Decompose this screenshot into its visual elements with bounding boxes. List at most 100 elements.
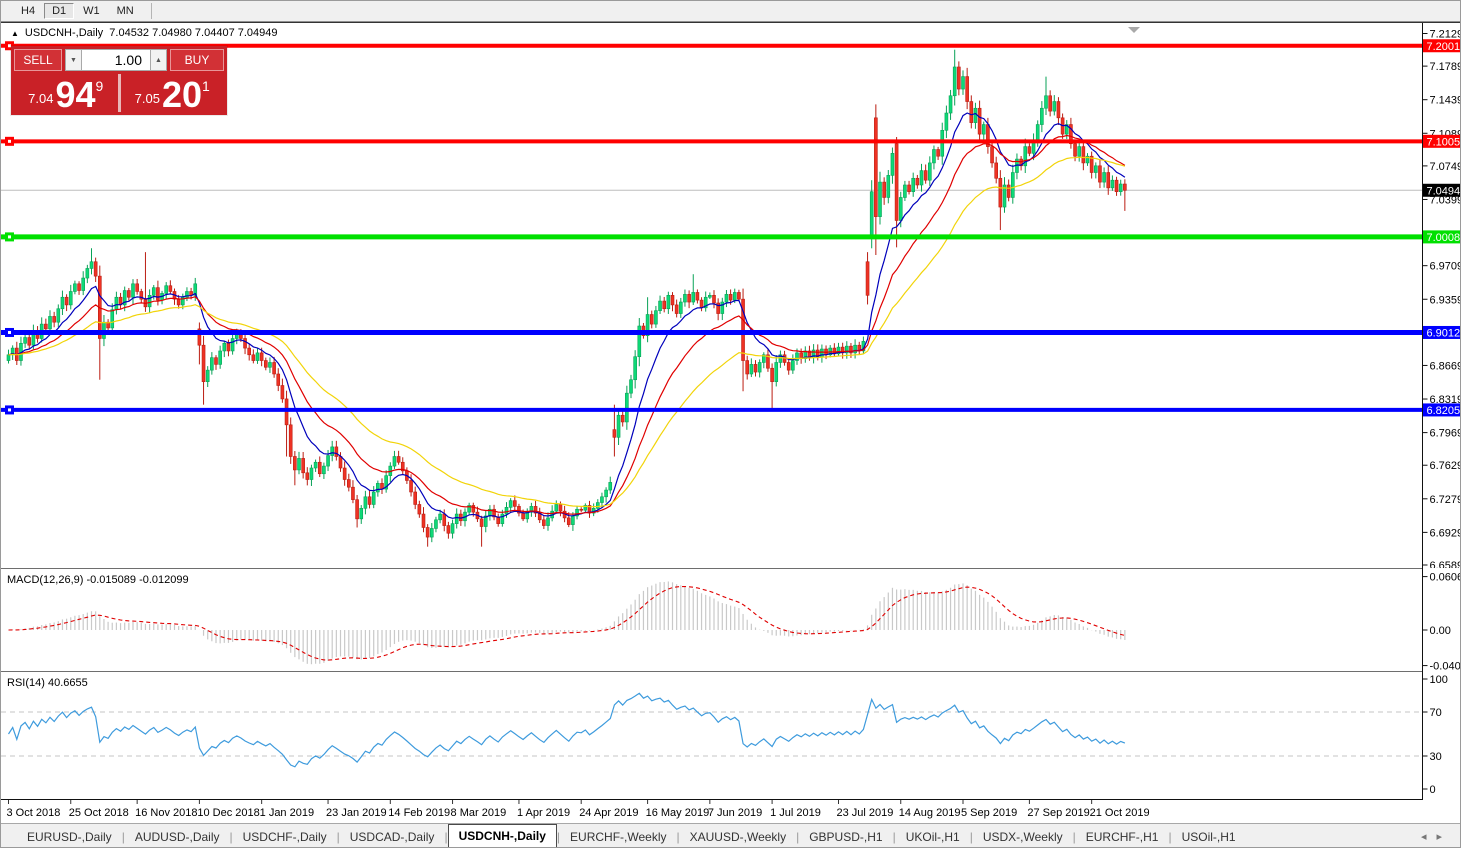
level-price-label: 7.00089 xyxy=(1427,232,1461,244)
chart-title-row: ▲ USDCNH-,Daily 7.04532 7.04980 7.04407 7… xyxy=(11,27,278,39)
price-axis-tick: 7.17890 xyxy=(1430,61,1461,73)
level-line-handle-dot xyxy=(8,139,11,143)
chart-symbol-title: USDCNH-,Daily xyxy=(24,27,104,39)
date-axis-label: 7 Jun 2019 xyxy=(708,807,762,819)
date-axis-label: 24 Apr 2019 xyxy=(579,807,638,819)
chart-tab-bar: EURUSD-,Daily | AUDUSD-,Daily | USDCHF-,Dail… xyxy=(1,823,1460,847)
chart-tab-eurchf-weekly[interactable]: EURCHF-,Weekly xyxy=(570,830,667,844)
rsi-indicator-pane[interactable]: RSI(14) 40.6655 100 70 30 0 xyxy=(1,671,1461,800)
scroll-to-end-icon[interactable] xyxy=(1128,27,1140,33)
tab-scroll-arrows: ◂▸ xyxy=(1421,830,1452,843)
chart-tab-usdchf-daily[interactable]: USDCHF-,Daily xyxy=(242,830,327,844)
buy-button[interactable]: BUY xyxy=(170,49,224,71)
chart-tab-usdx-weekly[interactable]: USDX-,Weekly xyxy=(982,830,1063,844)
tabs-scroll-right-icon[interactable]: ▸ xyxy=(1436,831,1452,843)
tab-separator: | xyxy=(121,830,125,844)
chart-tabs: EURUSD-,Daily | AUDUSD-,Daily | USDCHF-,Dail… xyxy=(17,824,1246,847)
chart-workspace[interactable]: ▲ USDCNH-,Daily 7.04532 7.04980 7.04407 7… xyxy=(1,22,1461,824)
current-price-label-bg xyxy=(1423,183,1460,197)
tab-separator: | xyxy=(556,830,561,844)
rsi-axis-tick: 70 xyxy=(1430,707,1442,719)
chart-tab-audusd-daily[interactable]: AUDUSD-,Daily xyxy=(134,830,220,844)
chart-tab-eurusd-daily[interactable]: EURUSD-,Daily xyxy=(27,830,112,844)
tab-separator: | xyxy=(444,830,448,844)
level-price-label: 6.90127 xyxy=(1427,327,1461,339)
date-axis-label: 16 Nov 2018 xyxy=(135,807,197,819)
buy-price-display[interactable]: 7.05 20 1 xyxy=(121,74,225,113)
chart-tab-usoil-h1[interactable]: USOil-,H1 xyxy=(1181,830,1236,844)
moving-average-10-line xyxy=(8,112,1126,519)
level-price-label-bg xyxy=(1423,325,1460,339)
rsi-axis-tick: 100 xyxy=(1430,674,1448,686)
tab-separator: | xyxy=(796,830,800,844)
moving-average-40-line xyxy=(8,156,1126,508)
rsi-line xyxy=(7,692,1126,768)
volume-input[interactable] xyxy=(82,49,150,71)
price-axis-tick: 7.14390 xyxy=(1430,95,1461,107)
level-price-label-bg xyxy=(1423,403,1460,417)
price-axis[interactable]: 7.212907.178907.143907.108907.074907.039… xyxy=(1422,23,1461,568)
date-axis-label: 1 Apr 2019 xyxy=(517,807,570,819)
chart-tab-usdcnh-daily[interactable]: USDCNH-,Daily xyxy=(447,824,557,847)
moving-average-21-line xyxy=(8,134,1126,515)
timeframe-toolbar: H4 D1 W1 MN xyxy=(1,1,1460,22)
trade-panel-header: SELL ▼ ▲ BUY xyxy=(14,49,224,71)
date-axis-label: 23 Jul 2019 xyxy=(837,807,894,819)
tab-separator: | xyxy=(676,830,680,844)
support-resistance-lines[interactable] xyxy=(1,41,1423,415)
trade-panel-prices: 7.04 94 9 7.05 20 1 xyxy=(14,74,225,113)
buy-price-prefix: 7.05 xyxy=(134,91,160,106)
sell-button[interactable]: SELL xyxy=(14,49,62,71)
level-line-handle-dot xyxy=(8,408,11,412)
rsi-indicator-label: RSI(14) 40.6655 xyxy=(7,677,88,689)
volume-increase-button[interactable]: ▲ xyxy=(150,49,167,71)
sell-price-pip: 9 xyxy=(95,78,104,94)
tab-separator: | xyxy=(892,830,896,844)
price-axis-tick: 7.07490 xyxy=(1430,161,1461,173)
price-axis-tick: 6.79690 xyxy=(1430,428,1461,440)
sell-price-display[interactable]: 7.04 94 9 xyxy=(14,74,118,113)
toolbar-divider xyxy=(150,3,152,19)
date-axis-label: 23 Jan 2019 xyxy=(326,807,387,819)
macd-indicator-pane[interactable]: MACD(12,26,9) -0.015089 -0.012099 0.06068… xyxy=(1,568,1461,671)
timeframe-button-W1[interactable]: W1 xyxy=(83,5,100,17)
price-axis-tick: 6.93590 xyxy=(1430,294,1461,306)
date-axis-label: 14 Feb 2019 xyxy=(388,807,450,819)
chart-tab-eurchf-h1[interactable]: EURCHF-,H1 xyxy=(1085,830,1159,844)
date-axis[interactable]: 3 Oct 2018 25 Oct 2018 16 Nov 2018 10 Dec 2… xyxy=(1,800,1461,824)
level-price-label-bg xyxy=(1423,39,1460,53)
date-axis-label: 14 Aug 2019 xyxy=(899,807,961,819)
date-axis-label: 25 Oct 2018 xyxy=(69,807,129,819)
level-price-label: 7.20013 xyxy=(1427,41,1461,53)
rsi-axis-tick: 30 xyxy=(1430,751,1442,763)
chart-tab-xauusd-weekly[interactable]: XAUUSD-,Weekly xyxy=(689,830,787,844)
chart-tab-gbpusd-h1[interactable]: GBPUSD-,H1 xyxy=(809,830,883,844)
macd-axis-tick: 0.00 xyxy=(1430,625,1451,637)
chart-tab-ukoil-h1[interactable]: UKOil-,H1 xyxy=(905,830,960,844)
price-chart-pane[interactable]: 7.212907.178907.143907.108907.074907.039… xyxy=(1,23,1461,568)
tab-separator: | xyxy=(1072,830,1076,844)
tabs-scroll-left-icon[interactable]: ◂ xyxy=(1420,831,1437,843)
level-line-handle-dot xyxy=(8,44,11,48)
tab-separator: | xyxy=(229,830,233,844)
macd-histogram xyxy=(12,581,1126,665)
tab-separator: | xyxy=(969,830,973,844)
date-axis-label: 16 May 2019 xyxy=(646,807,710,819)
price-axis-tick: 6.65890 xyxy=(1430,560,1461,568)
macd-indicator-label: MACD(12,26,9) -0.015089 -0.012099 xyxy=(7,574,189,586)
level-line-handle-dot xyxy=(8,235,11,239)
chart-tab-usdcad-daily[interactable]: USDCAD-,Daily xyxy=(349,830,435,844)
tab-separator: | xyxy=(1168,830,1172,844)
price-axis-tick: 6.69290 xyxy=(1430,527,1461,539)
timeframe-button-H4[interactable]: H4 xyxy=(21,5,36,17)
timeframe-button-D1[interactable]: D1 xyxy=(44,3,75,19)
sell-price-prefix: 7.04 xyxy=(28,91,54,106)
macd-axis-tick: 0.060687 xyxy=(1430,572,1461,584)
timeframe-button-MN[interactable]: MN xyxy=(116,5,134,17)
volume-decrease-button[interactable]: ▼ xyxy=(65,49,82,71)
collapse-arrow-icon[interactable]: ▲ xyxy=(11,29,19,38)
current-price-label: 7.04949 xyxy=(1427,185,1461,197)
rsi-axis[interactable]: 100 70 30 0 xyxy=(1422,671,1461,800)
macd-axis[interactable]: 0.060687 0.00 -0.040432 xyxy=(1422,568,1461,671)
date-axis-label: 21 Oct 2019 xyxy=(1090,807,1150,819)
